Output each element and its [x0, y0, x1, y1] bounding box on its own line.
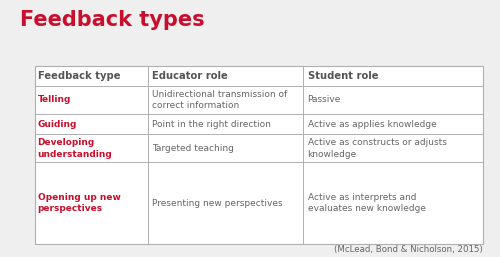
Text: Developing
understanding: Developing understanding	[38, 138, 112, 159]
Text: Active as applies knowledge: Active as applies knowledge	[308, 120, 436, 128]
Text: Passive: Passive	[308, 95, 341, 104]
Text: Opening up new
perspectives: Opening up new perspectives	[38, 193, 120, 214]
Text: Active as interprets and
evaluates new knowledge: Active as interprets and evaluates new k…	[308, 193, 426, 214]
Text: Telling: Telling	[38, 95, 71, 104]
Text: Guiding: Guiding	[38, 120, 77, 128]
Text: Point in the right direction: Point in the right direction	[152, 120, 272, 128]
Text: Feedback type: Feedback type	[38, 71, 120, 81]
Text: Feedback types: Feedback types	[20, 10, 204, 30]
Text: Unidirectional transmission of
correct information: Unidirectional transmission of correct i…	[152, 89, 288, 110]
Text: Student role: Student role	[308, 71, 378, 81]
Text: Presenting new perspectives: Presenting new perspectives	[152, 199, 283, 208]
Text: Active as constructs or adjusts
knowledge: Active as constructs or adjusts knowledg…	[308, 138, 446, 159]
Text: (McLead, Bond & Nicholson, 2015): (McLead, Bond & Nicholson, 2015)	[334, 245, 482, 254]
Text: Targeted teaching: Targeted teaching	[152, 144, 234, 153]
Text: Educator role: Educator role	[152, 71, 228, 81]
